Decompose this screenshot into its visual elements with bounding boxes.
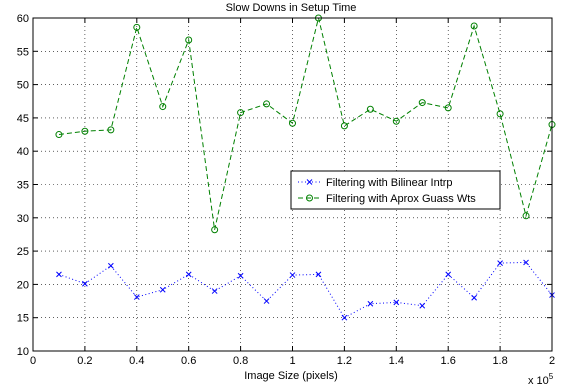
data-point	[133, 23, 141, 31]
data-point	[185, 36, 193, 44]
y-tick-label: 45	[17, 113, 29, 125]
data-point	[470, 22, 478, 30]
y-tick-label: 40	[17, 146, 29, 158]
data-point	[471, 294, 478, 301]
x-tick-label: 0.4	[129, 355, 144, 367]
data-point	[523, 259, 529, 266]
data-point	[159, 286, 166, 293]
y-tick-label: 30	[17, 213, 29, 225]
data-point	[237, 272, 244, 279]
data-point	[341, 314, 348, 321]
y-tick-label: 60	[17, 13, 29, 25]
y-tick-label: 20	[17, 279, 29, 291]
x-axis-exponent-power: 5	[549, 372, 554, 381]
data-point	[393, 299, 400, 306]
series-1	[56, 259, 555, 321]
x-axis-label: Image Size (pixels)	[244, 370, 338, 382]
x-tick-label: 1.4	[389, 355, 404, 367]
data-point	[263, 298, 270, 304]
x-tick-label: 0.8	[233, 355, 248, 367]
x-tick-label: 2	[549, 355, 555, 367]
data-point	[315, 271, 322, 278]
series-line	[58, 17, 553, 230]
data-point	[522, 212, 530, 220]
data-point	[263, 100, 271, 108]
x-tick-label: 0.6	[181, 355, 196, 367]
data-point	[159, 103, 167, 111]
data-point	[56, 271, 62, 278]
data-point	[55, 131, 63, 139]
data-point	[237, 109, 245, 117]
data-point	[418, 99, 426, 107]
x-tick-label: 0.2	[77, 355, 92, 367]
y-tick-label: 55	[17, 46, 29, 58]
data-point	[366, 105, 374, 113]
data-point	[289, 119, 296, 127]
legend-label: Filtering with Bilinear Intrp	[326, 177, 453, 189]
y-tick-label: 15	[17, 313, 29, 325]
data-point	[496, 110, 504, 118]
data-point	[289, 272, 296, 278]
x-tick-label: 1.6	[441, 355, 456, 367]
data-point	[211, 288, 218, 294]
series-layer	[55, 14, 556, 321]
x-tick-label: 1.2	[337, 355, 352, 367]
series-line	[58, 261, 553, 319]
x-axis-exponent-base: x 10	[528, 375, 549, 387]
x-tick-label: 0	[30, 355, 36, 367]
data-point	[340, 122, 348, 130]
data-point	[367, 300, 374, 307]
data-point	[107, 262, 114, 269]
legend-label: Filtering with Aprox Guass Wts	[326, 193, 476, 205]
data-point	[133, 294, 140, 300]
chart-title: Slow Downs in Setup Time	[226, 2, 357, 14]
data-point	[107, 126, 115, 134]
y-tick-label: 10	[17, 346, 29, 358]
x-tick-label: 1.8	[492, 355, 507, 367]
data-point	[81, 127, 89, 135]
y-tick-label: 25	[17, 246, 29, 258]
x-axis-exponent: x 105	[528, 372, 554, 387]
data-point	[419, 302, 426, 309]
data-point	[444, 104, 452, 112]
data-point	[497, 260, 503, 266]
legend-marker	[306, 194, 313, 202]
x-tick-label: 1	[289, 355, 295, 367]
data-point	[211, 226, 219, 234]
data-point	[82, 280, 88, 287]
legend: Filtering with Bilinear Intrp Filtering w…	[290, 170, 501, 210]
data-point	[445, 271, 452, 278]
legend-box	[290, 170, 501, 210]
legend-marker	[306, 179, 313, 185]
axis-ticks: 0 0.2 0.4 0.6 0.8 1 1.2 1.4 1.6 1.8 2 10 15 20 25 30 35 4…	[17, 13, 555, 367]
data-point	[392, 117, 400, 125]
y-tick-label: 50	[17, 80, 29, 92]
y-tick-label: 35	[17, 180, 29, 192]
data-point	[185, 271, 192, 278]
